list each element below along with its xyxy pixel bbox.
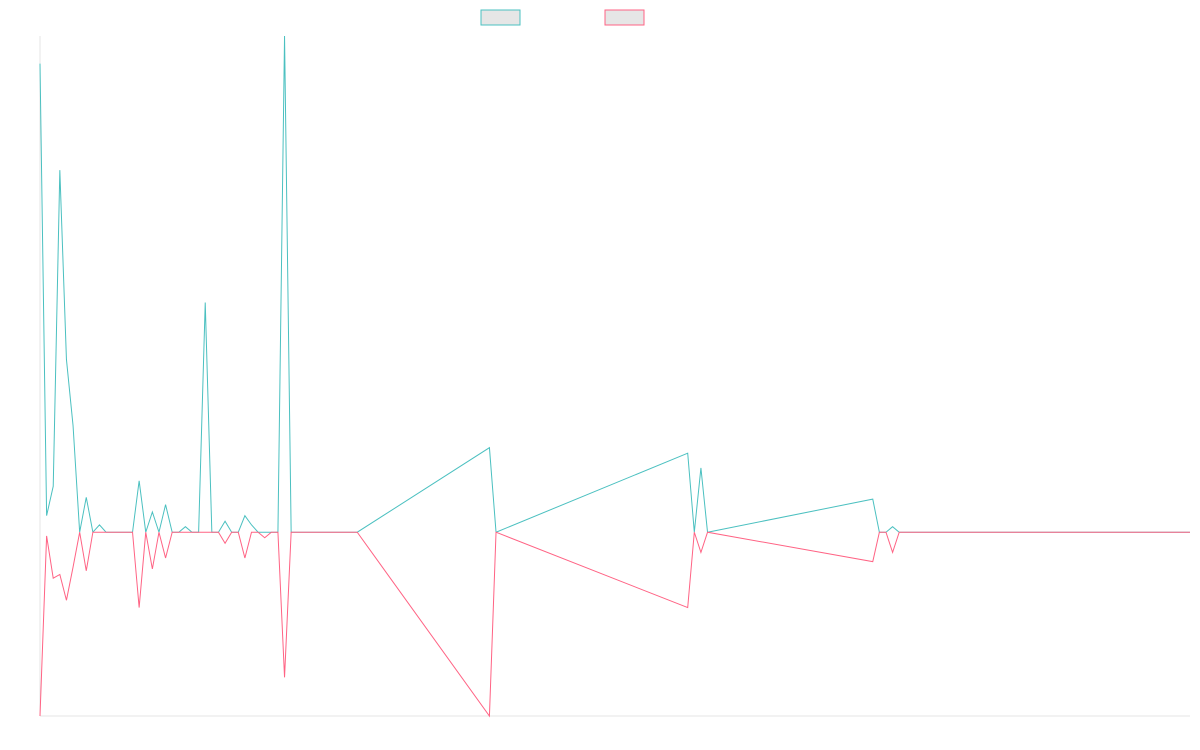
legend-item-2[interactable]: [604, 9, 645, 26]
series-line-2: [39, 531, 1190, 718]
axes: [39, 36, 1190, 717]
legend-swatch: [604, 9, 645, 26]
legend-swatch: [480, 9, 521, 26]
series-group: [39, 35, 1190, 718]
series-line-1: [39, 35, 1190, 535]
legend-item-1[interactable]: [480, 9, 521, 26]
legend: [480, 9, 645, 26]
